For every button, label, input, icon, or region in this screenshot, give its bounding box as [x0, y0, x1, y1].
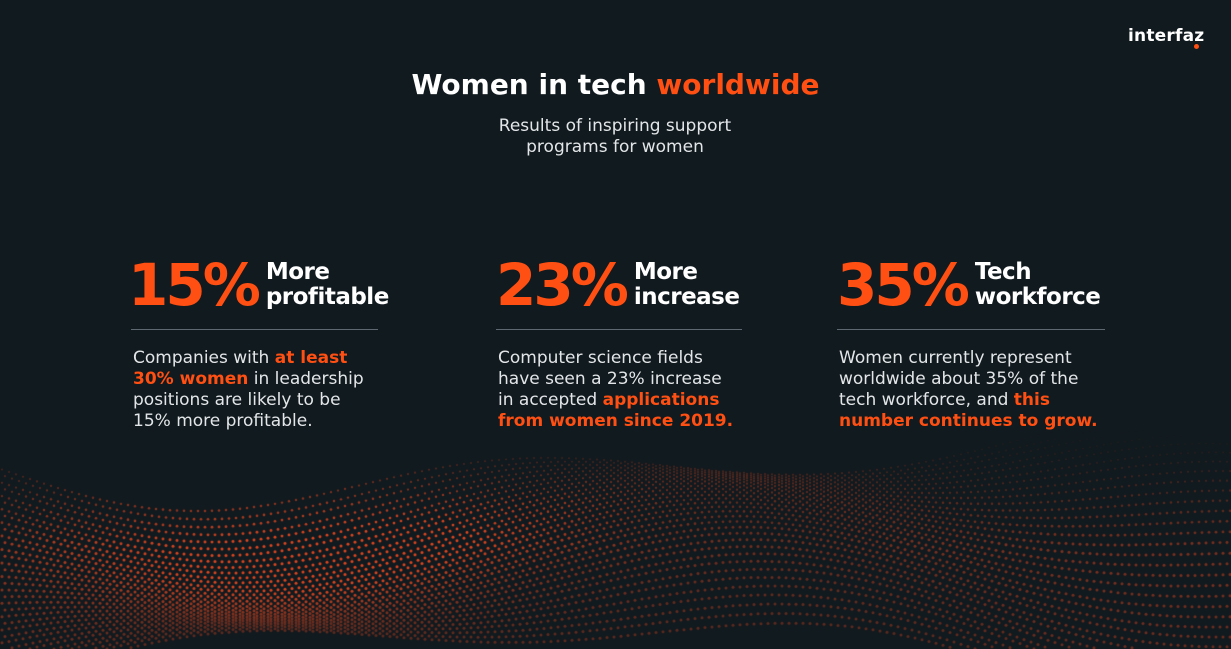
stat-header: 23% More increase	[496, 250, 742, 320]
page-subtitle: Results of inspiring support programs fo…	[465, 116, 765, 158]
stat-value: 15%	[128, 251, 261, 319]
stat-label-line-1: Tech	[974, 259, 1032, 285]
stat-label: More increase	[634, 260, 740, 310]
brand-logo-dot	[1194, 44, 1199, 49]
brand-logo: interfaz	[1128, 26, 1205, 46]
stat-label: More profitable	[266, 260, 389, 310]
description-text: Companies with	[133, 348, 275, 368]
stat-description: Women currently represent worldwide abou…	[839, 348, 1105, 432]
subtitle-line-2: programs for women	[526, 137, 704, 157]
stat-description: Companies with at least 30% women in lea…	[133, 348, 378, 432]
stat-description: Computer science fields have seen a 23% …	[498, 348, 742, 432]
description-highlight: at least 30% women	[133, 348, 348, 389]
stat-label-line-2: workforce	[974, 284, 1101, 310]
stat-label-line-2: profitable	[265, 284, 389, 310]
title-main: Women in tech	[411, 68, 647, 101]
description-highlight: this number continues to grow.	[839, 390, 1098, 431]
stat-value: 23%	[496, 251, 629, 319]
stat-header: 35% Tech workforce	[837, 250, 1105, 320]
stat-divider	[496, 329, 742, 330]
stat-label: Tech workforce	[975, 260, 1101, 310]
stat-card-workforce: 35% Tech workforce Women currently repre…	[837, 250, 1105, 432]
description-text: Women currently represent worldwide abou…	[839, 348, 1079, 410]
stat-card-profitable: 15% More profitable Companies with at le…	[128, 250, 389, 432]
description-text: Computer science fields have seen a 23% …	[498, 348, 722, 410]
stat-label-line-1: More	[265, 259, 330, 285]
stat-label-line-1: More	[633, 259, 698, 285]
page-title: Women in tech worldwide	[0, 68, 1231, 101]
stat-value: 35%	[837, 251, 970, 319]
stat-divider	[837, 329, 1105, 330]
stat-card-increase: 23% More increase Computer science field…	[496, 250, 742, 432]
stat-header: 15% More profitable	[128, 250, 389, 320]
description-text: in leadership positions are likely to be…	[133, 369, 364, 431]
stat-divider	[131, 329, 378, 330]
title-accent: worldwide	[656, 68, 820, 101]
description-highlight: applications from women since 2019.	[498, 390, 734, 431]
subtitle-line-1: Results of inspiring support	[498, 116, 732, 136]
stat-label-line-2: increase	[633, 284, 740, 310]
